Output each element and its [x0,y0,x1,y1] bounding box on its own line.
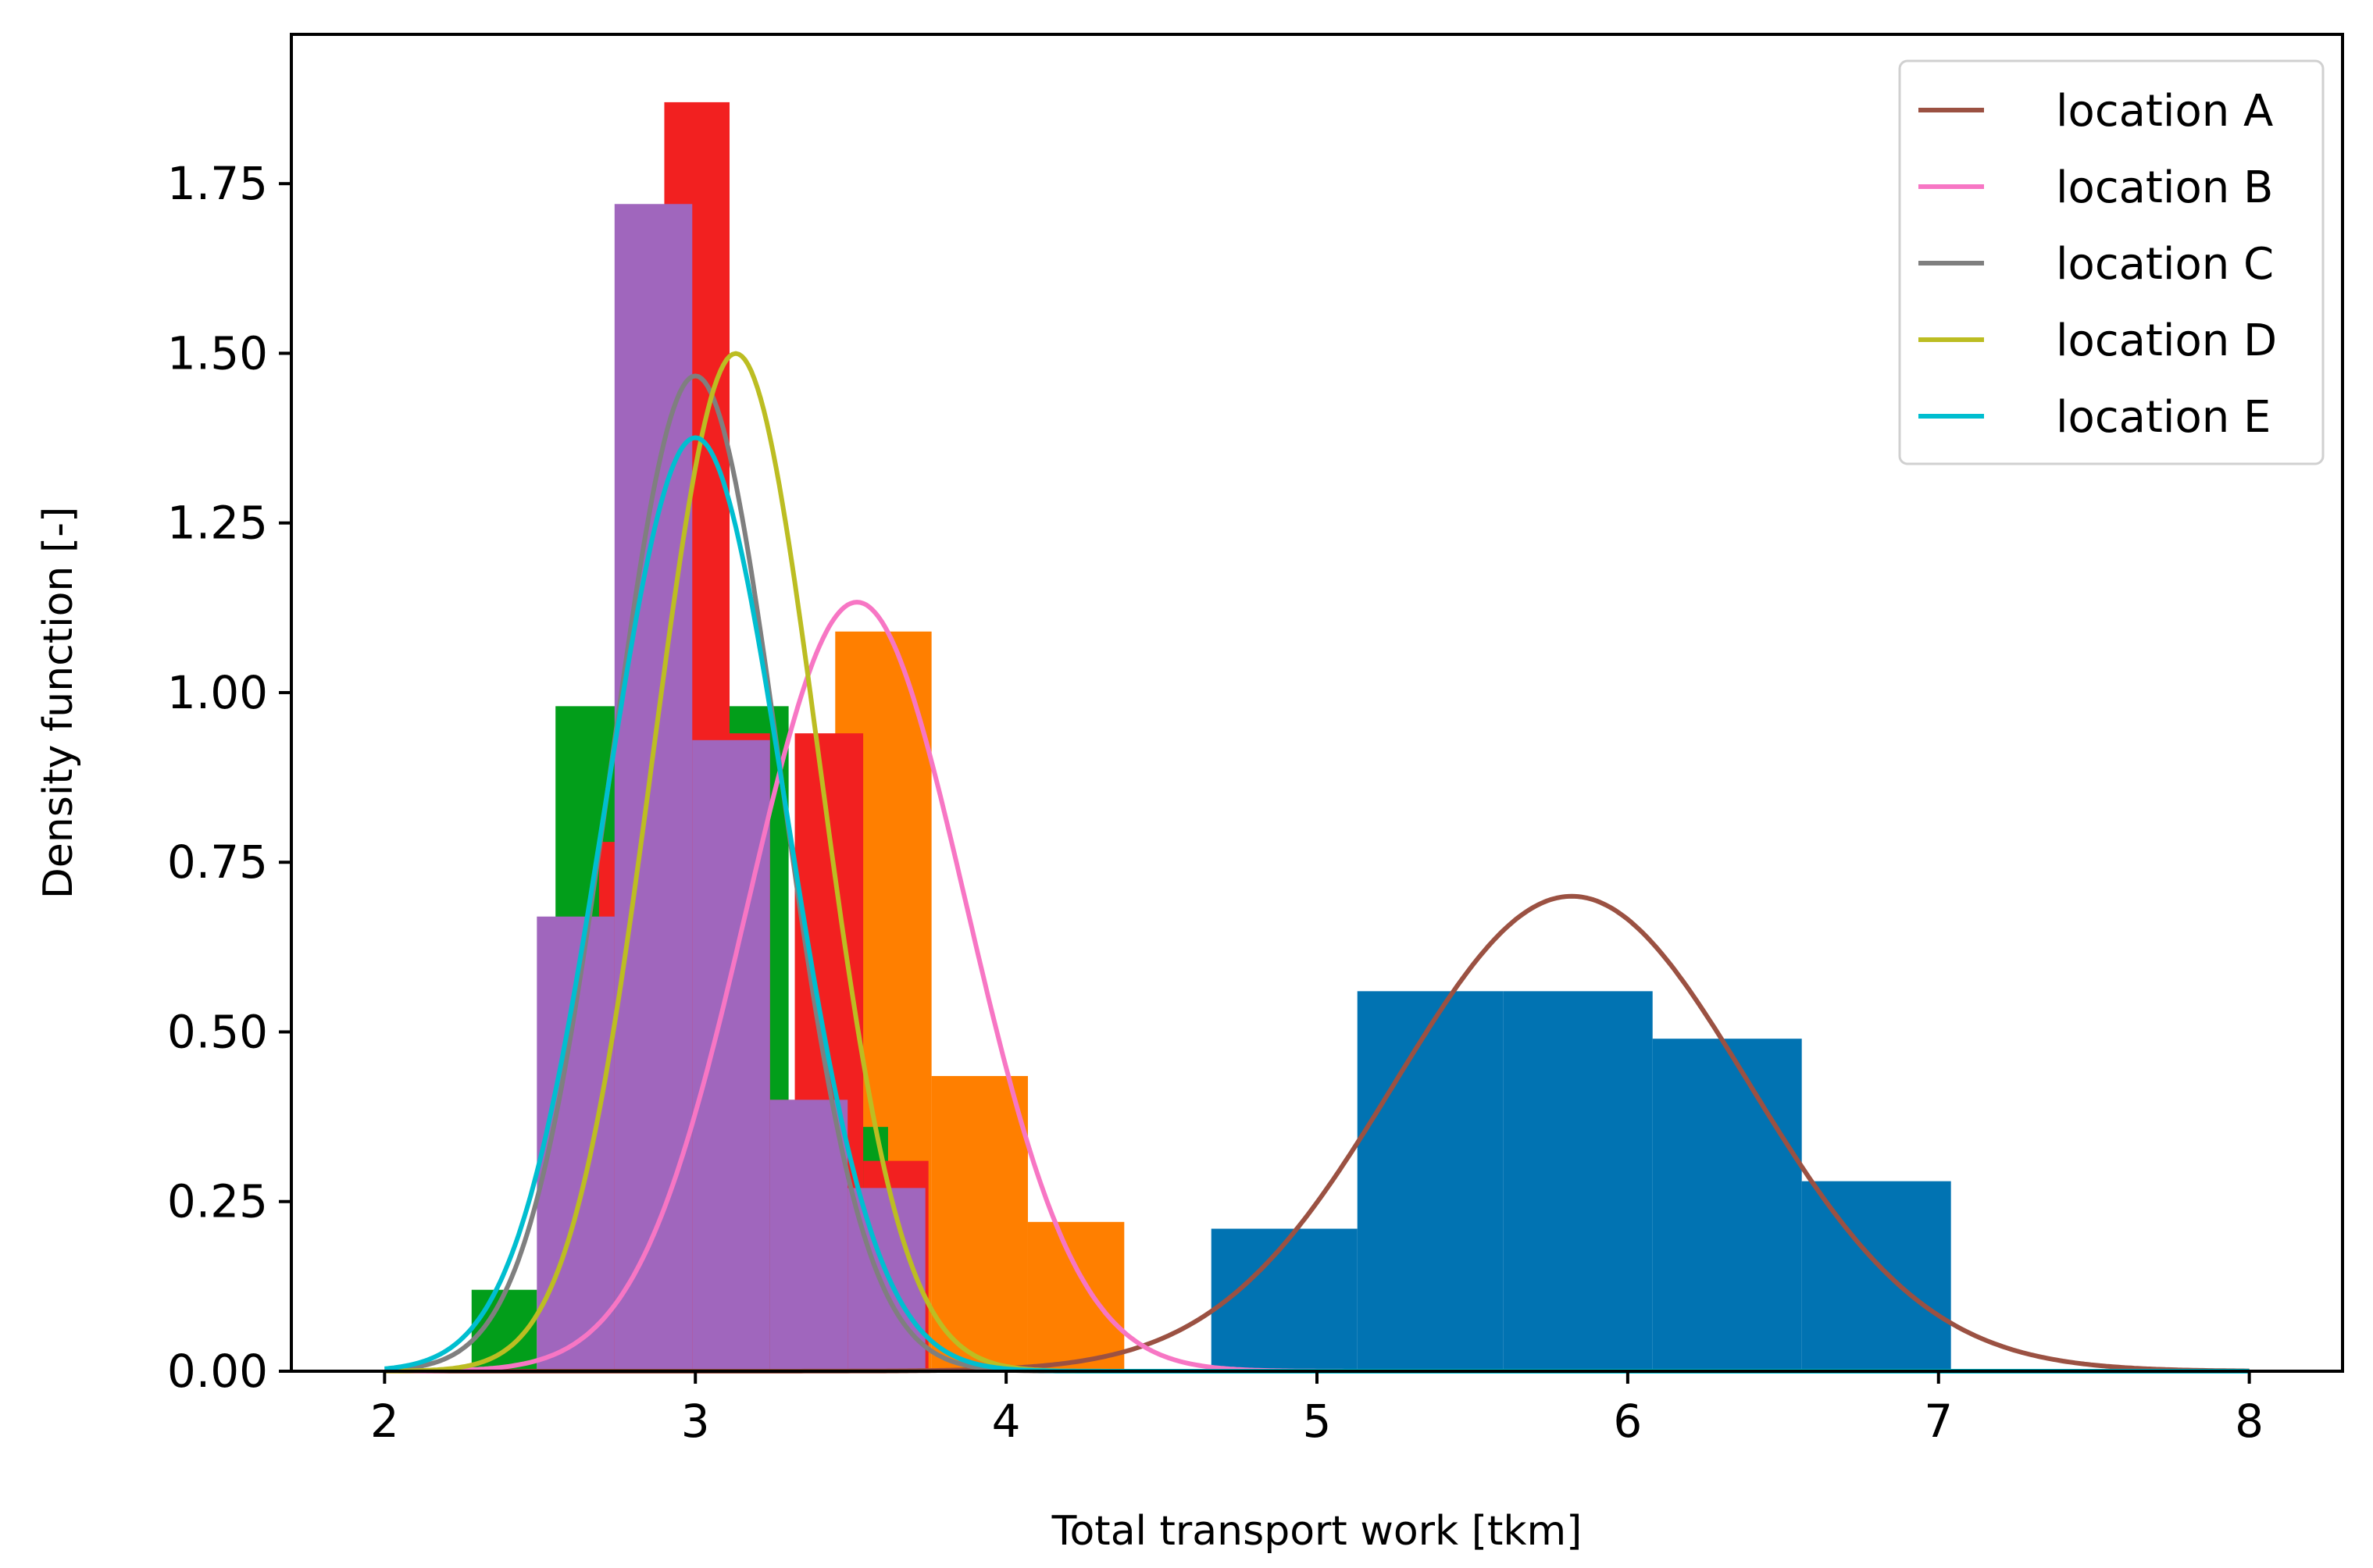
y-tick-label-0: 0.00 [167,1345,268,1398]
x-tick-label-0: 2 [370,1395,399,1448]
legend-label-3: location D [2056,315,2277,366]
y-tick-label-5: 1.25 [167,497,268,550]
y-axis-label: Density function [-] [35,507,82,900]
legend-label-1: location B [2056,162,2273,213]
histogram-bar-4-2 [692,739,770,1371]
x-tick-label-1: 3 [681,1395,710,1448]
x-tick-label-4: 6 [1613,1395,1642,1448]
legend-label-2: location C [2056,239,2274,290]
histogram-bar-0-4 [1801,1181,1951,1371]
histogram-bar-4-3 [769,1099,848,1371]
legend-label-4: location E [2056,392,2271,443]
x-axis-label: Total transport work [tkm] [1051,1508,1583,1555]
histogram-bar-1-1 [931,1075,1028,1371]
x-tick-label-6: 8 [2235,1395,2264,1448]
x-tick-label-3: 5 [1303,1395,1332,1448]
y-tick-label-2: 0.50 [167,1005,268,1058]
x-axis-ticks: 2 3 4 5 6 7 8 [370,1371,2264,1448]
histogram-bar-0-0 [1211,1228,1358,1371]
x-tick-label-2: 4 [992,1395,1021,1448]
legend-label-0: location A [2056,86,2273,137]
histogram-bar-0-2 [1503,991,1653,1371]
histogram-bar-0-3 [1652,1039,1802,1371]
y-tick-label-7: 1.75 [167,157,268,210]
y-tick-label-6: 1.50 [167,326,268,380]
legend-frame [1898,59,2325,465]
histogram-bars [471,102,1951,1371]
legend: location A location B location C location D… [1898,59,2325,465]
y-tick-label-1: 0.25 [167,1175,268,1228]
histogram-bar-0-1 [1357,991,1504,1371]
histogram-bar-1-2 [1027,1221,1125,1371]
y-axis-ticks: 0.00 0.25 0.50 0.75 1.00 1.25 1.50 1.75 [167,157,291,1398]
histogram-bar-4-1 [614,204,693,1371]
y-tick-label-4: 1.00 [167,666,268,719]
y-tick-label-3: 0.75 [167,836,268,889]
x-tick-label-5: 7 [1924,1395,1953,1448]
